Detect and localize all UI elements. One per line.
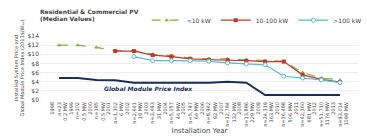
svg-text:2004n=5,05744 MW: 2004n=5,05744 MW [162, 102, 181, 124]
svg-text:2003n=3,49331 MW: 2003n=3,49331 MW [143, 102, 162, 124]
svg-text:$4: $4 [31, 78, 39, 85]
svg-text:2013n=93,0141098 MW: 2013n=93,0141098 MW [330, 102, 349, 127]
svg-text:Installation Year: Installation Year [172, 127, 228, 135]
svg-text:$6: $6 [31, 69, 39, 76]
svg-text:Residential & Commercial PV(Me: Residential & Commercial PV(Median Value… [40, 8, 139, 23]
svg-text:$10: $10 [28, 50, 40, 57]
svg-text:$8: $8 [31, 60, 39, 67]
svg-text:2011n=42,360681 MW: 2011n=42,360681 MW [293, 102, 312, 127]
svg-text:2009n=24,319363 MW: 2009n=24,319363 MW [255, 102, 274, 127]
svg-text:<10 kW: <10 kW [187, 17, 211, 24]
svg-text:1998n=230.2 MW: 1998n=230.2 MW [49, 102, 68, 121]
svg-text:$0: $0 [31, 96, 39, 103]
svg-text:$14: $14 [28, 32, 40, 39]
svg-text:2001n=1,3026 MW: 2001n=1,3026 MW [105, 102, 124, 124]
svg-text:$12: $12 [28, 41, 40, 48]
svg-text:2005n=5,79764 MW: 2005n=5,79764 MW [180, 102, 199, 124]
svg-text:2012n=51,7101174 MW: 2012n=51,7101174 MW [311, 102, 330, 127]
svg-text:2000n=1850.5 MW: 2000n=1850.5 MW [87, 102, 106, 121]
svg-text:10-100 kW: 10-100 kW [256, 17, 289, 24]
svg-text:$2: $2 [31, 87, 39, 94]
svg-text:2006n=8,94292 MW: 2006n=8,94292 MW [199, 102, 218, 124]
svg-text:2007n=12,784132 MW: 2007n=12,784132 MW [218, 102, 237, 127]
svg-text:>100 kW: >100 kW [333, 17, 361, 24]
svg-text:2008n=13,886228 MW: 2008n=13,886228 MW [236, 102, 255, 127]
svg-text:2010n=36,488506 MW: 2010n=36,488506 MW [274, 102, 293, 127]
svg-text:2002n=2,64118 MW: 2002n=2,64118 MW [124, 102, 143, 124]
svg-text:Global Module Price Index: Global Module Price Index [104, 85, 193, 92]
svg-text:1999n=1020.5 MW: 1999n=1020.5 MW [68, 102, 87, 121]
svg-text:Installed System Price andGlob: Installed System Price andGlobal Module … [13, 19, 26, 116]
